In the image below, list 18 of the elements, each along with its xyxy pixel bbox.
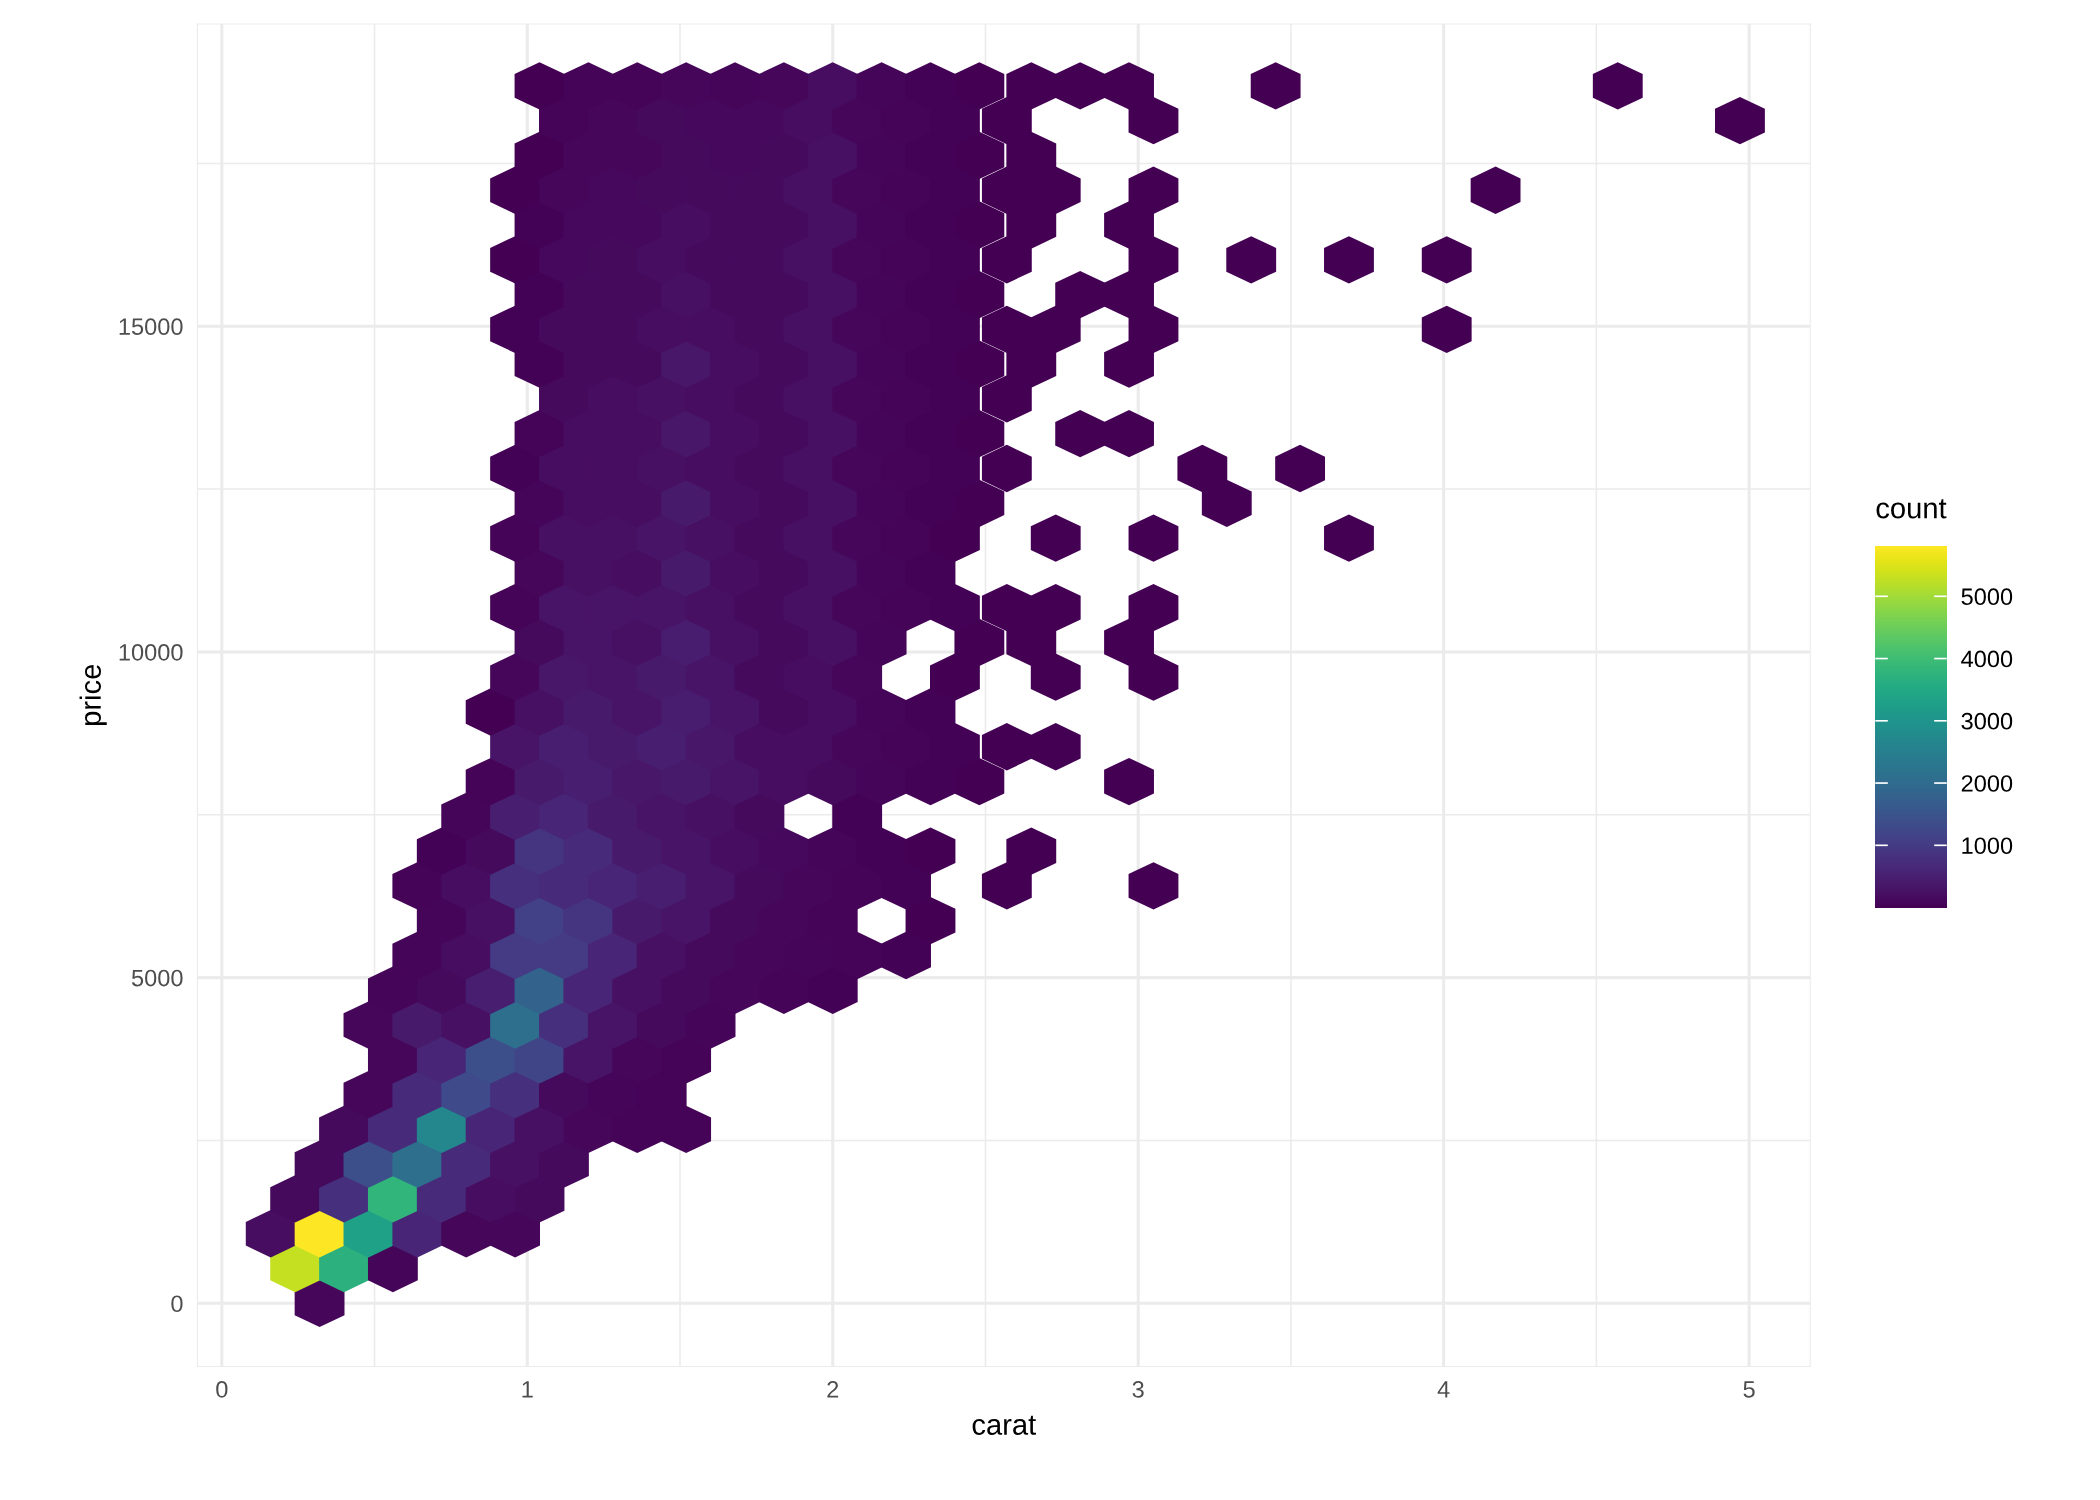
x-tick-label: 1 — [522, 1381, 533, 1398]
color-bar-label: 2000 — [1961, 775, 2013, 792]
x-tick-label: 4 — [1437, 1381, 1450, 1398]
color-bar-label: 5000 — [1961, 588, 2013, 606]
x-tick-label: 0 — [216, 1381, 228, 1398]
y-axis-title: price — [79, 664, 107, 725]
y-tick-label: 15000 — [119, 318, 183, 336]
color-bar-label: 3000 — [1961, 712, 2013, 730]
y-tick-label: 5000 — [131, 969, 183, 987]
x-axis-title: carat — [972, 1415, 1037, 1435]
x-tick-label: 5 — [1743, 1381, 1755, 1398]
color-bar-label: 4000 — [1961, 650, 2013, 668]
color-bar-title: count — [1876, 499, 1947, 519]
y-tick-label: 10000 — [119, 644, 183, 661]
x-tick-label: 2 — [827, 1381, 839, 1398]
y-tick-label: 0 — [171, 1295, 183, 1313]
color-bar-label: 1000 — [1962, 837, 2013, 855]
x-tick-label: 3 — [1132, 1381, 1144, 1398]
